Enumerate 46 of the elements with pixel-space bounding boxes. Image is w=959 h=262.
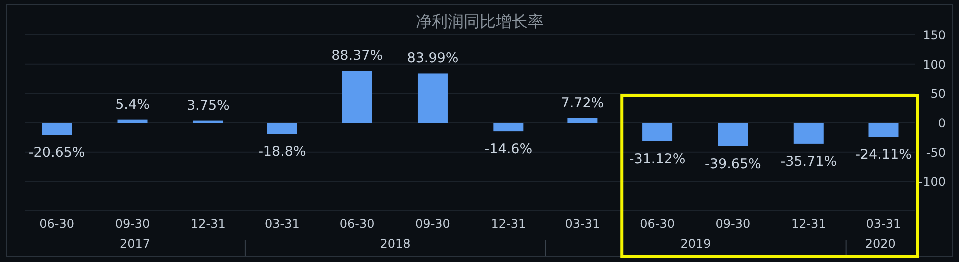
data-label: 7.72% — [561, 95, 604, 112]
bar — [267, 123, 298, 134]
x-tick-label: 06-30 — [40, 217, 75, 231]
x-tick-label: 03-31 — [565, 217, 600, 231]
data-label: -18.8% — [258, 144, 307, 160]
bar — [718, 123, 748, 146]
x-tick-label: 09-30 — [115, 217, 150, 231]
text: 2017 — [120, 237, 150, 251]
data-label: 5.4% — [116, 96, 150, 113]
bar — [342, 71, 372, 123]
data-label: 83.99% — [407, 50, 459, 67]
x-tick-label: 12-31 — [491, 217, 526, 231]
bar — [42, 123, 72, 136]
text: 2018 — [380, 237, 411, 251]
x-tick-label: 12-31 — [190, 217, 226, 231]
y-tick-label: 0 — [938, 116, 946, 130]
chart-title: 净利润同比增长率 — [416, 12, 544, 31]
y-tick-label: -50 — [926, 146, 946, 160]
bar — [418, 74, 448, 123]
y-tick-label: 150 — [923, 28, 946, 42]
data-label: -20.65% — [28, 145, 86, 162]
x-tick-label: 06-30 — [340, 217, 375, 231]
data-label: -31.12% — [629, 151, 686, 168]
bar — [642, 123, 673, 142]
y-tick-label: -100 — [918, 175, 946, 190]
x-tick-label: 12-31 — [791, 217, 826, 231]
bar — [568, 118, 598, 123]
x-tick-label: 09-30 — [416, 217, 450, 231]
y-tick-label: 100 — [923, 58, 946, 72]
x-tick-label: 03-31 — [866, 217, 902, 231]
data-label: -35.71% — [780, 154, 838, 170]
data-label: -24.11% — [856, 147, 912, 164]
x-tick-label: 06-30 — [640, 217, 675, 231]
bar — [868, 123, 899, 138]
data-label: -14.6% — [484, 142, 533, 158]
x-tick-label: 03-31 — [265, 217, 300, 231]
bar — [794, 123, 824, 144]
x-tick-label: 09-30 — [716, 217, 751, 231]
y-tick-label: 50 — [930, 87, 946, 102]
text: 2019 — [680, 237, 712, 251]
bar — [118, 120, 148, 123]
data-label: -39.65% — [705, 156, 762, 172]
bar — [494, 123, 524, 132]
data-label: 3.75% — [186, 98, 230, 114]
data-label: 88.37% — [332, 48, 384, 64]
text: 2020 — [865, 237, 896, 251]
